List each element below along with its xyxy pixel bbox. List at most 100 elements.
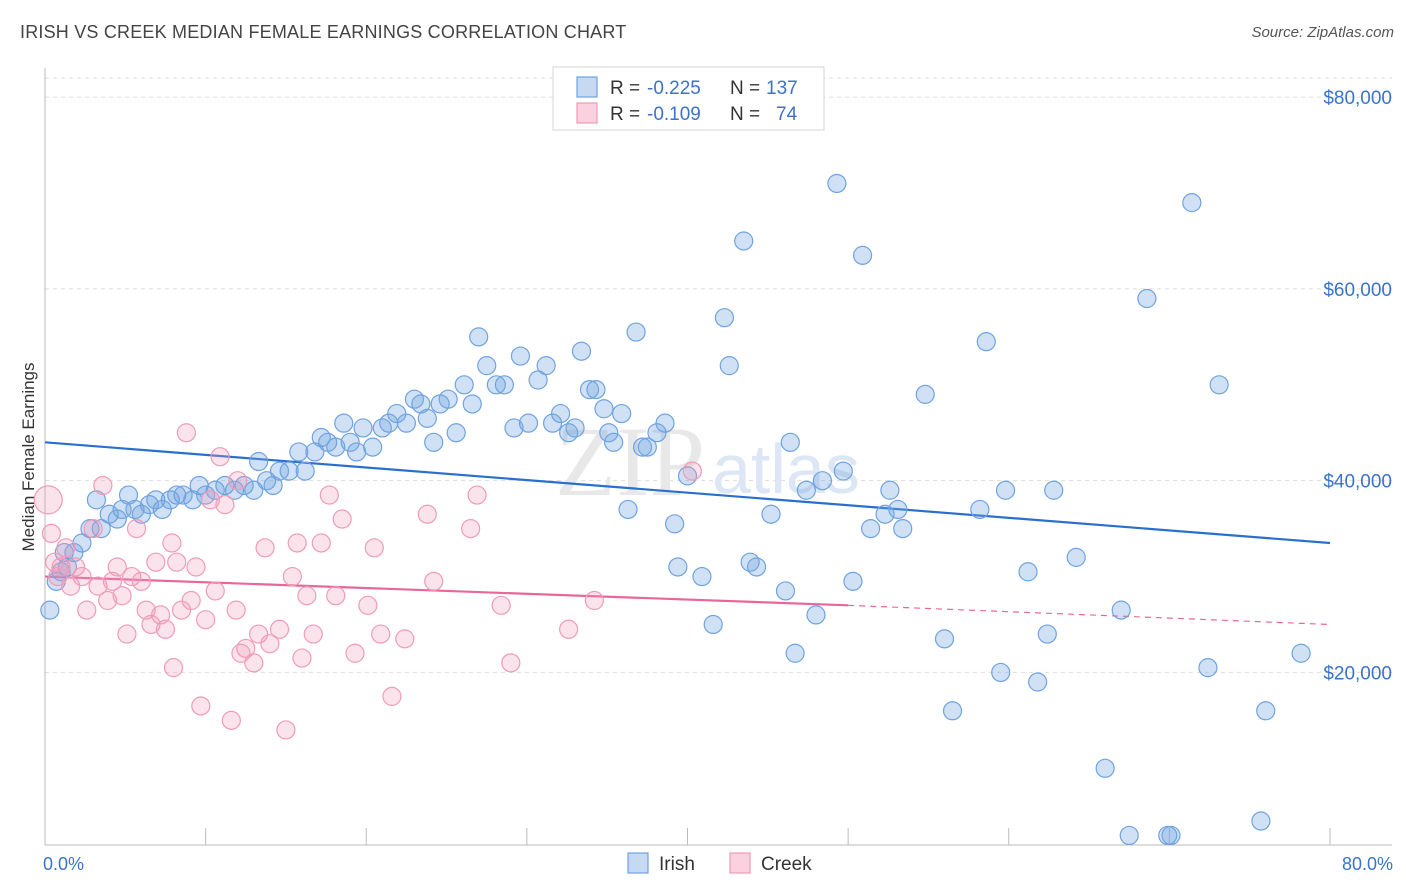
- watermark: ZIP atlas: [555, 406, 860, 517]
- creek-point: [83, 519, 103, 539]
- irish-point: [806, 605, 826, 625]
- irish-point: [454, 375, 474, 395]
- irish-point: [761, 504, 781, 524]
- irish-point: [131, 504, 151, 524]
- creek-point: [186, 557, 206, 577]
- irish-point: [833, 461, 853, 481]
- irish-point: [263, 475, 283, 496]
- irish-point: [424, 432, 444, 452]
- creek-point: [364, 538, 384, 558]
- irish-point: [843, 571, 863, 591]
- creek-point: [215, 495, 235, 515]
- irish-point: [637, 437, 657, 457]
- irish-point: [486, 375, 506, 395]
- creek-point: [122, 566, 142, 587]
- creek-point: [584, 590, 604, 611]
- irish-point: [91, 519, 111, 539]
- irish-point: [827, 173, 847, 194]
- irish-point: [970, 499, 990, 520]
- creek-point: [41, 523, 62, 544]
- creek-point: [93, 475, 113, 496]
- creek-point: [205, 581, 225, 601]
- irish-point: [462, 394, 482, 414]
- irish-point: [295, 461, 315, 481]
- creek-point: [269, 619, 290, 639]
- irish-point: [915, 384, 935, 404]
- creek-point: [131, 571, 151, 591]
- creek-point: [292, 648, 312, 668]
- creek-point: [332, 509, 352, 529]
- irish-point: [205, 480, 225, 500]
- irish-point: [1137, 288, 1157, 309]
- irish-point: [586, 379, 606, 400]
- creek-point: [136, 600, 156, 620]
- creek-point: [65, 557, 86, 577]
- irish-point: [215, 475, 235, 496]
- creek-point: [181, 590, 201, 611]
- irish-point: [1095, 758, 1115, 778]
- irish-point: [1209, 375, 1229, 395]
- creek-point: [155, 619, 176, 639]
- irish-point: [991, 662, 1011, 683]
- irish-point: [1182, 193, 1202, 213]
- creek-point: [424, 571, 444, 591]
- creek-point: [244, 653, 264, 673]
- y-tick-label-60000: $60,000: [1323, 280, 1392, 301]
- creek-point: [282, 566, 302, 587]
- irish-point: [477, 356, 497, 376]
- irish-point: [880, 480, 900, 500]
- irish-point: [494, 375, 514, 395]
- irish-point: [57, 557, 78, 577]
- top-legend: R = -0.225 N = 137 R = -0.109 N = 74: [552, 66, 825, 131]
- legend-r-label-irish: R =: [610, 78, 640, 99]
- irish-point: [411, 394, 431, 414]
- irish-point: [244, 480, 264, 500]
- irish-point: [387, 403, 407, 424]
- irish-point: [888, 499, 908, 520]
- irish-point: [152, 499, 172, 520]
- y-tick-label-40000: $40,000: [1323, 472, 1392, 493]
- legend-swatch-irish: [576, 76, 598, 98]
- irish-point: [995, 480, 1016, 500]
- trend-layer: [44, 441, 1331, 626]
- creek-point: [151, 605, 171, 625]
- creek-point: [326, 586, 346, 606]
- irish-point: [363, 437, 383, 457]
- creek-point: [167, 552, 187, 572]
- irish-point: [785, 643, 805, 663]
- irish-point: [86, 490, 107, 510]
- irish-point: [279, 461, 299, 481]
- irish-point: [861, 519, 881, 539]
- legend-r-value-creek: -0.109: [647, 104, 701, 125]
- creek-point: [228, 471, 248, 491]
- chart-source: Source: ZipAtlas.com: [1251, 24, 1394, 41]
- x-tick-label-max: 80.0%: [1342, 854, 1393, 874]
- irish-point: [289, 442, 309, 462]
- chart-title: IRISH VS CREEK MEDIAN FEMALE EARNINGS CO…: [20, 22, 627, 42]
- creek-point: [226, 600, 246, 620]
- creek-point: [467, 485, 487, 505]
- irish-point: [146, 490, 166, 510]
- creek-point: [319, 485, 339, 505]
- creek-point: [176, 423, 196, 443]
- irish-point: [269, 461, 290, 481]
- creek-point: [72, 566, 92, 587]
- creek-point: [146, 552, 166, 572]
- irish-point: [1251, 811, 1271, 831]
- irish-point: [571, 341, 592, 361]
- legend-n-value-irish: 137: [766, 78, 798, 99]
- irish-point: [1066, 547, 1086, 567]
- legend-r-value-irish: -0.225: [647, 78, 701, 99]
- creek-point: [162, 533, 182, 553]
- irish-trend-line: [44, 441, 1331, 545]
- irish-point: [647, 423, 667, 443]
- creek-point: [461, 519, 481, 539]
- creek-point: [141, 614, 161, 635]
- bottom-legend-label-irish: Irish: [659, 854, 695, 875]
- irish-point: [893, 519, 913, 539]
- creek-point: [345, 643, 365, 663]
- y-tick-label-80000: $80,000: [1323, 88, 1392, 109]
- creek-point: [88, 576, 108, 596]
- irish-point: [40, 600, 60, 620]
- irish-point: [775, 581, 796, 601]
